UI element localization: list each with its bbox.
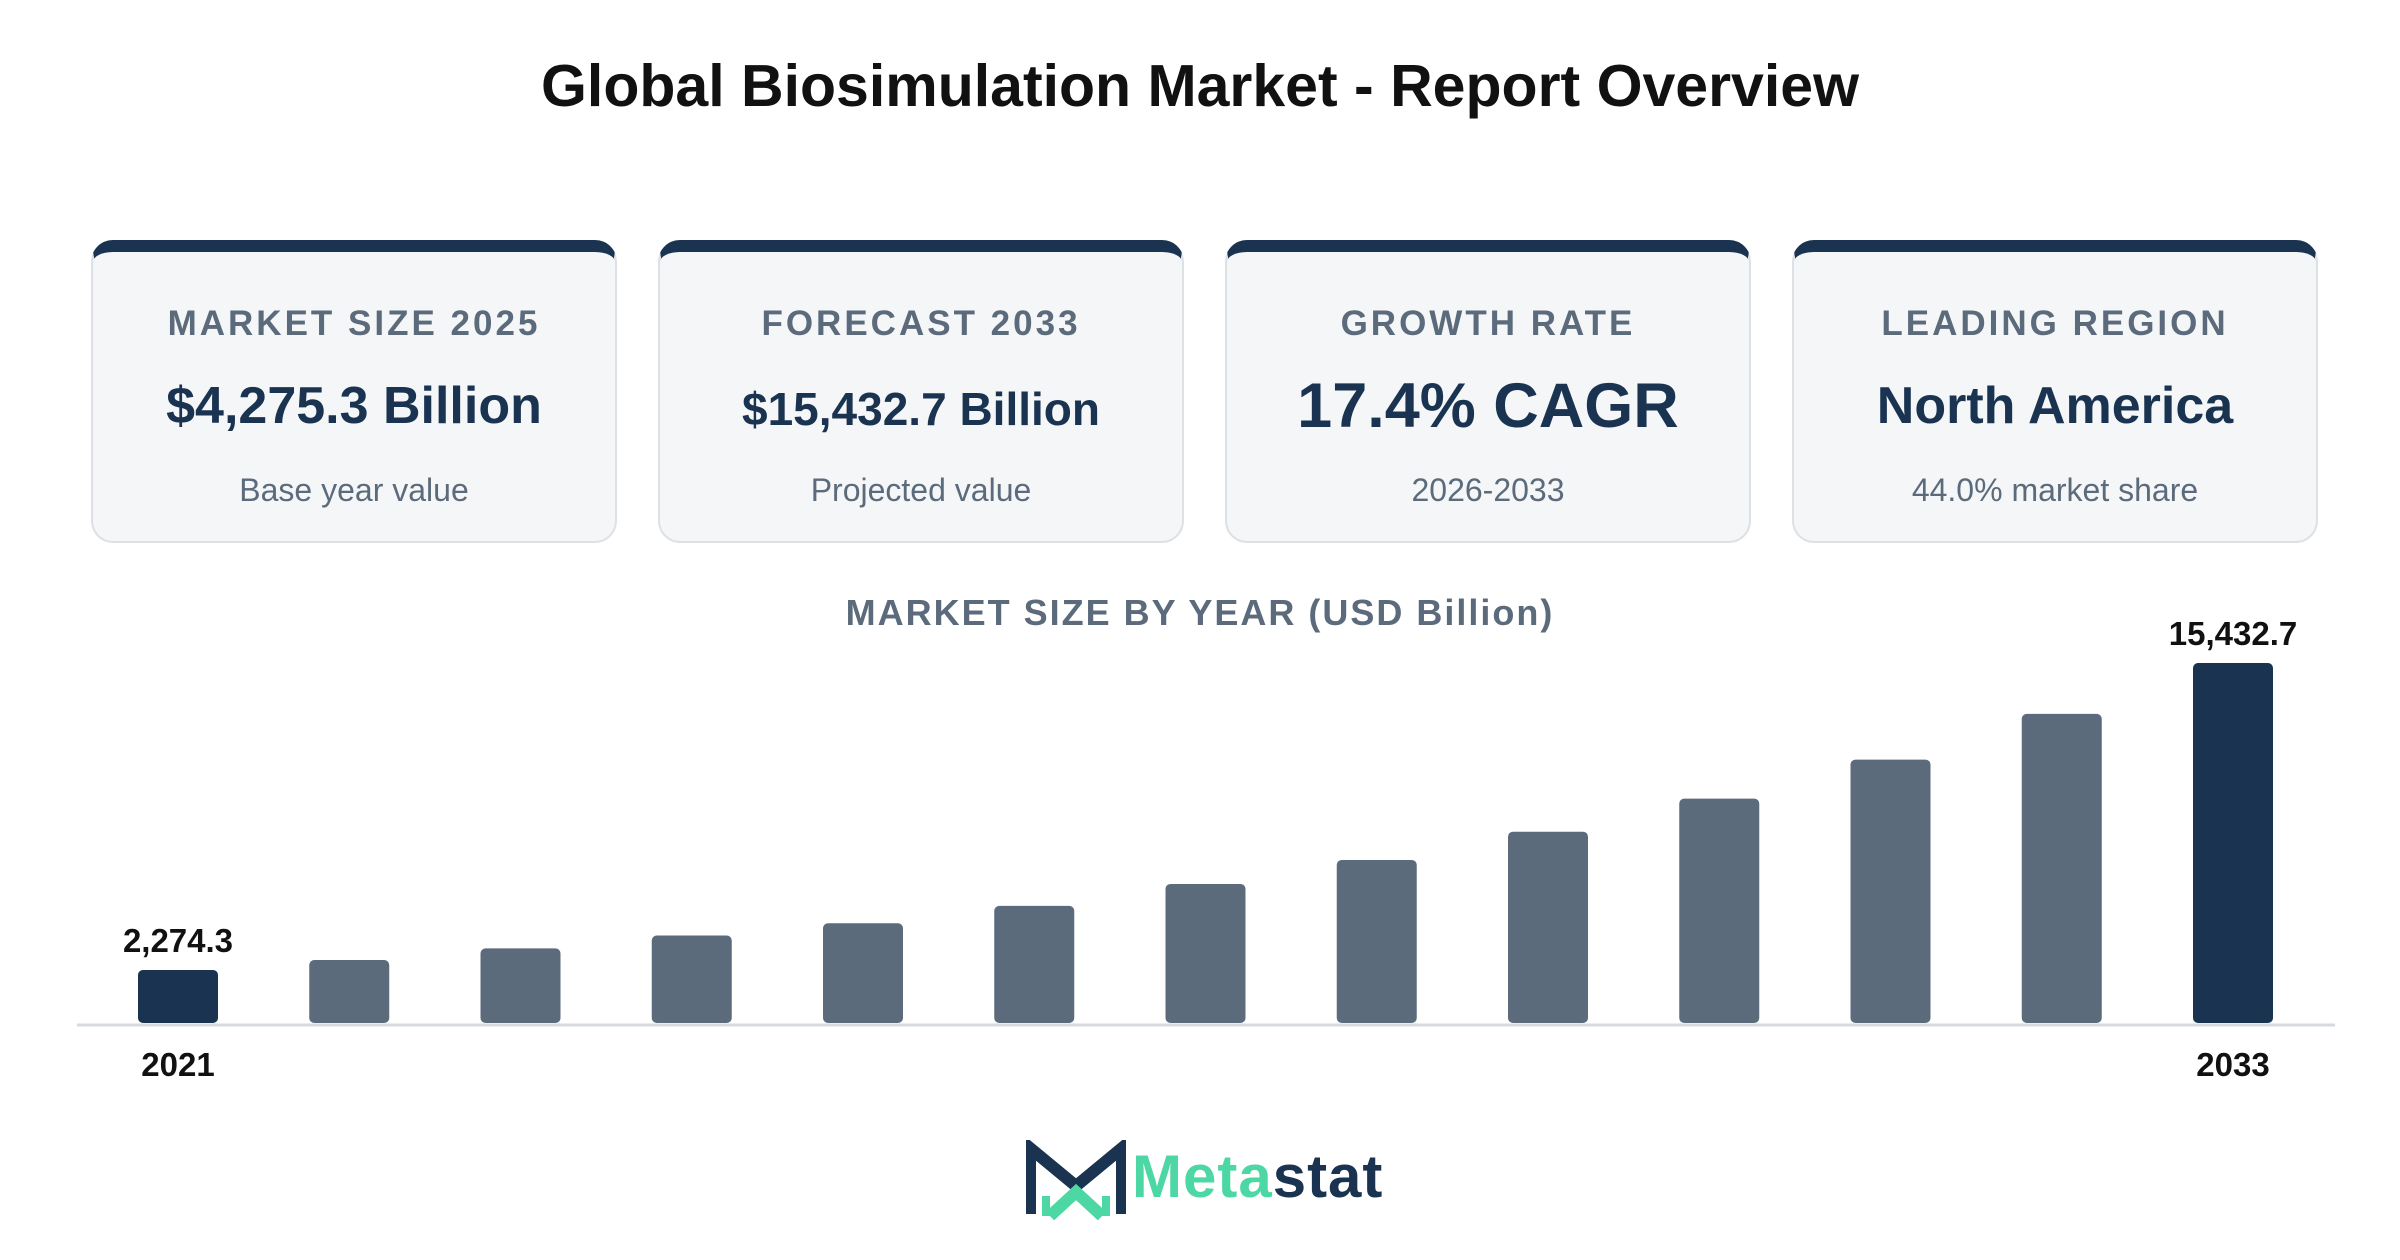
logo-wordmark: Metastat <box>1132 1142 1383 1211</box>
logo-text-stat: stat <box>1272 1143 1384 1210</box>
card-subtext: 44.0% market share <box>1911 472 2199 508</box>
chart-title: MARKET SIZE BY YEAR (USD Billion) <box>845 592 1555 633</box>
bar-2028 <box>1336 859 1417 1023</box>
bar-2030 <box>1679 798 1760 1023</box>
card-label: GROWTH RATE <box>1340 304 1636 343</box>
data-label-2033: 15,432.7 <box>2169 615 2297 652</box>
card-label: LEADING REGION <box>1881 304 2229 343</box>
bar-2032 <box>2021 713 2102 1023</box>
card-label: FORECAST 2033 <box>761 304 1081 343</box>
bar-2026 <box>994 905 1075 1023</box>
card-value: $15,432.7 Billion <box>742 383 1100 435</box>
card-value: 17.4% CAGR <box>1297 371 1679 441</box>
market-size-bar-chart: 2,274.3 2021 15,432.7 2033 <box>77 615 2335 1083</box>
bar-2025 <box>823 923 903 1023</box>
card-growth-rate: GROWTH RATE 17.4% CAGR 2026-2033 <box>1225 240 1751 543</box>
bar-2027 <box>1165 883 1246 1023</box>
bar-2031 <box>1850 759 1931 1023</box>
x-tick-label-2033: 2033 <box>2196 1046 2269 1083</box>
card-subtext: 2026-2033 <box>1411 472 1565 508</box>
bar-2024 <box>651 935 732 1023</box>
x-tick-label-2021: 2021 <box>141 1046 214 1083</box>
card-subtext: Projected value <box>810 472 1032 508</box>
data-label-2021: 2,274.3 <box>123 922 233 959</box>
card-subtext: Base year value <box>239 472 469 508</box>
bar-2029 <box>1508 831 1588 1023</box>
summary-cards: MARKET SIZE 2025 $4,275.3 Billion Base y… <box>91 240 2319 543</box>
bar-2033 <box>2193 663 2273 1023</box>
card-forecast: FORECAST 2033 $15,432.7 Billion Projecte… <box>658 240 1184 543</box>
card-label: MARKET SIZE 2025 <box>167 304 541 343</box>
bar-2022 <box>309 960 390 1023</box>
metastat-logo: Metastat <box>1024 1135 1396 1221</box>
metastat-logo-icon <box>1024 1135 1128 1221</box>
card-value: $4,275.3 Billion <box>166 377 542 435</box>
card-market-size: MARKET SIZE 2025 $4,275.3 Billion Base y… <box>91 240 617 543</box>
card-leading-region: LEADING REGION North America 44.0% marke… <box>1792 240 2318 543</box>
logo-text-meta: Meta <box>1132 1143 1273 1210</box>
bar-2023 <box>480 948 561 1023</box>
page-title: Global Biosimulation Market - Report Ove… <box>541 53 1859 119</box>
bar-2021 <box>138 969 218 1023</box>
card-value: North America <box>1876 377 2234 435</box>
